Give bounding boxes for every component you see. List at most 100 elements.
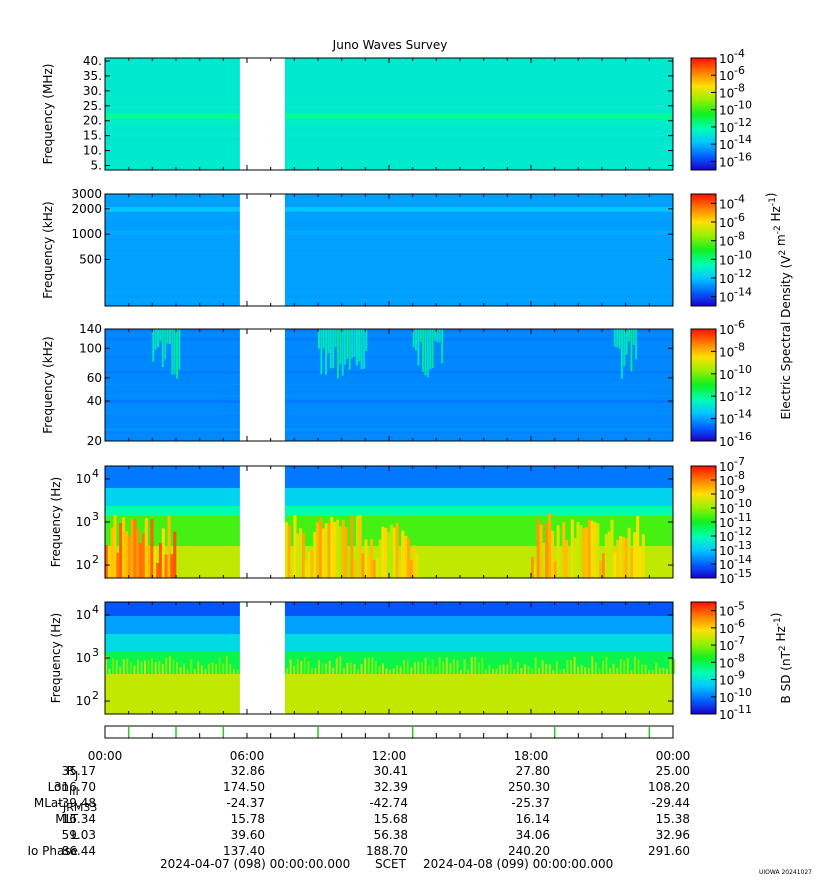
time-axis: 00:00 06:00 12:00 18:00 00:00 [88, 725, 691, 763]
emission-feature [633, 532, 637, 578]
colorbar-tick-exponent: -6 [734, 617, 745, 630]
electric-colorbar-title: Electric Spectral Density (V2 m-2 Hz-1) [764, 192, 793, 419]
ephemeris-label: MLat [34, 796, 63, 810]
y-tick-label: 500 [79, 252, 102, 266]
emission-feature [284, 522, 288, 578]
y-tick-label: 60 [87, 371, 102, 385]
emission-feature [545, 663, 548, 674]
colorbar-tick-label: 10 [719, 197, 734, 211]
emission-feature [119, 523, 123, 578]
emission-feature [332, 329, 335, 368]
ephemeris-label-subscript: III [69, 785, 79, 798]
y-tick-exponent: 2 [92, 689, 99, 702]
colorbar-tick-exponent: -6 [734, 211, 745, 224]
emission-feature [662, 667, 665, 674]
label-superscript: 2 [778, 645, 788, 651]
ephemeris-value: -25.37 [511, 796, 550, 810]
y-tick-label: 10 [76, 651, 91, 665]
ephemeris-value: 250.30 [508, 780, 550, 794]
emission-feature [673, 658, 675, 674]
y-tick-label: 10 [76, 608, 91, 622]
emission-feature [477, 662, 480, 674]
emission-feature [168, 656, 171, 674]
emission-feature [341, 520, 345, 578]
emission-feature [170, 554, 174, 578]
emission-feature [110, 527, 114, 578]
y-tick-label: 5. [91, 159, 102, 173]
emission-feature [636, 516, 640, 578]
emission-feature [310, 667, 313, 674]
colorbar-tick-exponent: -8 [734, 651, 745, 664]
emission-feature [407, 538, 411, 578]
colorbar-tick-label: 10 [719, 272, 734, 286]
emission-feature [116, 552, 120, 578]
time-tick-label: 00:00 [656, 749, 691, 763]
colorbar-tick-exponent: -10 [734, 497, 752, 510]
emission-feature [367, 555, 371, 578]
ephemeris-value: 32.86 [231, 764, 265, 778]
emission-feature [587, 667, 590, 674]
emission-feature [567, 550, 571, 578]
emission-feature [618, 329, 621, 349]
emission-feature [445, 657, 448, 674]
emission-feature [353, 329, 356, 357]
emission-feature [136, 528, 140, 578]
emission-feature [144, 518, 148, 578]
label-text: Hz [769, 206, 783, 225]
emission-feature [399, 666, 402, 674]
colorbar-tick-label: 10 [719, 69, 734, 83]
colorbar-tick-label: 10 [719, 622, 734, 636]
emission-feature [166, 329, 169, 344]
emission-feature [173, 329, 176, 375]
colorbar-tick-exponent: -14 [734, 553, 752, 566]
label-text: m [774, 234, 788, 250]
emission-feature [630, 548, 634, 578]
emission-feature [442, 662, 445, 674]
emission-feature [404, 535, 408, 578]
ephemeris-value: -24.37 [226, 796, 265, 810]
emission-feature [151, 658, 154, 674]
emission-feature [204, 669, 207, 674]
emission-feature [552, 669, 555, 674]
footer-end-time: 2024-04-08 (099) 00:00:00.000 [423, 857, 613, 871]
spectrogram-background [105, 329, 673, 441]
data-gap [239, 466, 285, 578]
emission-feature [582, 528, 586, 578]
emission-feature [338, 526, 342, 578]
colorbar-tick-label: 10 [719, 323, 734, 337]
emission-feature [625, 329, 628, 355]
emission-feature [347, 556, 351, 578]
colorbar-tick-label: 10 [719, 488, 734, 502]
emission-feature [542, 542, 546, 578]
emission-feature [612, 663, 615, 674]
magnetic-colorbar-title: B SD (nT2 Hz-1) [769, 613, 793, 704]
y-tick-label: 10 [76, 472, 91, 486]
emission-feature [648, 669, 651, 674]
emission-feature [334, 329, 337, 347]
colorbar-tick-exponent: -15 [734, 567, 752, 580]
emission-feature [339, 329, 342, 365]
emission-feature [431, 659, 434, 674]
spectrogram-texture [105, 355, 673, 359]
emission-feature [624, 538, 628, 578]
emission-feature [304, 560, 308, 578]
emission-feature [623, 329, 626, 366]
data-gap [239, 58, 285, 170]
spectrogram-texture [105, 231, 673, 233]
ephemeris-label: Io Phase [27, 844, 78, 858]
label-text: ) [769, 613, 783, 618]
colorbar-tick-label: 10 [719, 530, 734, 544]
ephemeris-label-subscript: JRM33 [62, 801, 97, 814]
emission-feature [105, 545, 109, 578]
time-tick-label: 06:00 [230, 749, 265, 763]
emission-feature [576, 522, 580, 578]
emission-feature [565, 540, 569, 578]
emission-feature [328, 660, 331, 674]
spectrogram-texture [105, 106, 673, 108]
colorbar-tick-label: 10 [719, 435, 734, 449]
emission-feature [293, 515, 297, 578]
emission-feature [136, 659, 139, 674]
ephemeris-value: 39.60 [231, 828, 265, 842]
colorbar-tick-label: 10 [719, 345, 734, 359]
